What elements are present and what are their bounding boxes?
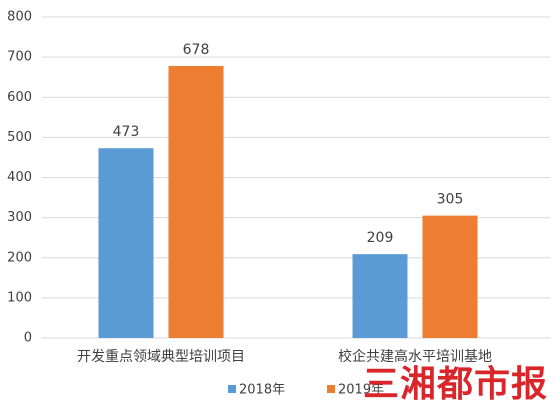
- data-label: 473: [113, 124, 140, 140]
- y-tick-label: 800: [7, 10, 32, 25]
- y-tick-label: 200: [7, 250, 32, 265]
- data-label: 209: [367, 230, 394, 246]
- y-tick-label: 600: [7, 90, 32, 105]
- legend-label: 2018年: [239, 383, 285, 398]
- legend-label: 2019年: [338, 383, 384, 398]
- y-tick-label: 0: [24, 331, 32, 346]
- legend-swatch: [327, 385, 335, 393]
- y-tick-label: 700: [7, 50, 32, 65]
- data-label: 305: [437, 192, 464, 208]
- bar: [352, 254, 408, 338]
- bar: [98, 148, 154, 338]
- y-tick-label: 100: [7, 290, 32, 305]
- bar: [168, 65, 224, 338]
- x-tick-label: 校企共建高水平培训基地: [338, 348, 492, 365]
- data-label: 678: [183, 42, 210, 58]
- bar: [422, 215, 478, 338]
- x-tick-label: 开发重点领域典型培训项目: [77, 349, 245, 365]
- legend-swatch: [228, 385, 236, 393]
- y-tick-label: 300: [7, 210, 32, 225]
- y-tick-label: 400: [7, 170, 32, 185]
- watermark: 三湘都市报: [363, 364, 548, 405]
- y-tick-label: 500: [7, 130, 32, 145]
